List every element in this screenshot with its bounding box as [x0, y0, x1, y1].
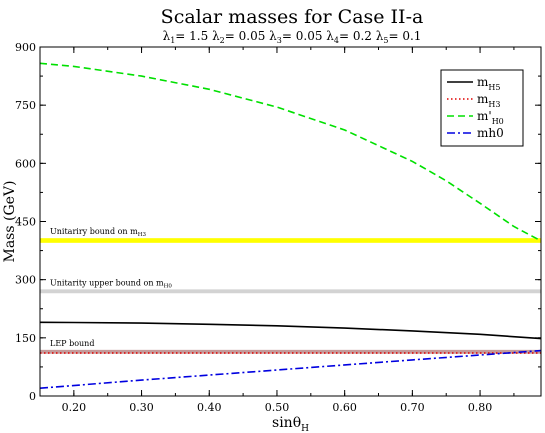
x-tick-label: 0.60 [332, 401, 357, 414]
bound-band-1 [40, 289, 541, 294]
bound-band-label-1: Unitarity upper bound on mH0 [50, 278, 172, 289]
y-tick-label: 0 [29, 390, 36, 403]
chart-title: Scalar masses for Case II-a [161, 6, 424, 28]
x-tick-label: 0.20 [62, 401, 87, 414]
x-tick-label: 0.40 [197, 401, 222, 414]
x-tick-label: 0.70 [400, 401, 425, 414]
y-axis-label: Mass (GeV) [2, 180, 18, 262]
x-tick-label: 0.80 [468, 401, 493, 414]
bound-bands: Unitariry bound on mH3 Unitarity upper bo… [40, 227, 541, 354]
y-tick-label: 750 [15, 99, 36, 112]
series-layer [39, 62, 542, 389]
x-tick-label: 0.50 [265, 401, 290, 414]
bound-band-label-2: LEP bound [50, 339, 94, 348]
y-tick-label: 600 [15, 157, 36, 170]
y-tick-label: 150 [15, 332, 36, 345]
x-axis: 0.20 0.30 0.40 0.50 0.60 0.70 0.80 [39, 47, 515, 414]
legend-entry-3: mh0 [477, 126, 504, 140]
series-line-2 [39, 62, 542, 242]
legend-entry-0: mH5 [477, 75, 500, 92]
legend-entry-2: m'H0 [477, 109, 504, 126]
series-line-0 [39, 321, 542, 340]
x-tick-label: 0.30 [129, 401, 154, 414]
x-axis-label: sinθH [272, 415, 309, 433]
y-tick-label: 900 [15, 41, 36, 54]
series-line-3 [39, 349, 542, 389]
y-tick-label: 450 [15, 216, 36, 229]
chart-subtitle: λ1= 1.5 λ2= 0.05 λ3= 0.05 λ4= 0.2 λ5= 0.… [163, 29, 422, 45]
y-tick-label: 300 [15, 274, 36, 287]
bound-band-label-0: Unitariry bound on mH3 [50, 227, 147, 238]
bound-band-2 [40, 349, 541, 354]
y-axis: 0 150 300 450 600 750 900 [15, 41, 541, 403]
legend-entry-1: mH3 [477, 92, 500, 109]
bound-band-0 [40, 238, 541, 243]
